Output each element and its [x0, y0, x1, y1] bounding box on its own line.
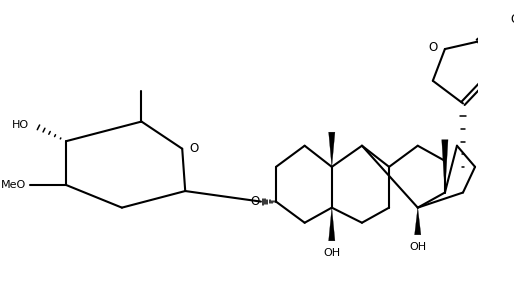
Text: O: O — [510, 13, 514, 26]
Text: O: O — [429, 41, 438, 54]
Polygon shape — [328, 132, 335, 167]
Polygon shape — [442, 140, 448, 193]
Text: OH: OH — [323, 248, 340, 258]
Text: O: O — [250, 195, 260, 208]
Text: HO: HO — [12, 120, 29, 130]
Text: MeO: MeO — [1, 180, 26, 190]
Text: OH: OH — [409, 242, 426, 252]
Text: O: O — [189, 142, 198, 155]
Polygon shape — [328, 208, 335, 241]
Polygon shape — [415, 208, 421, 235]
